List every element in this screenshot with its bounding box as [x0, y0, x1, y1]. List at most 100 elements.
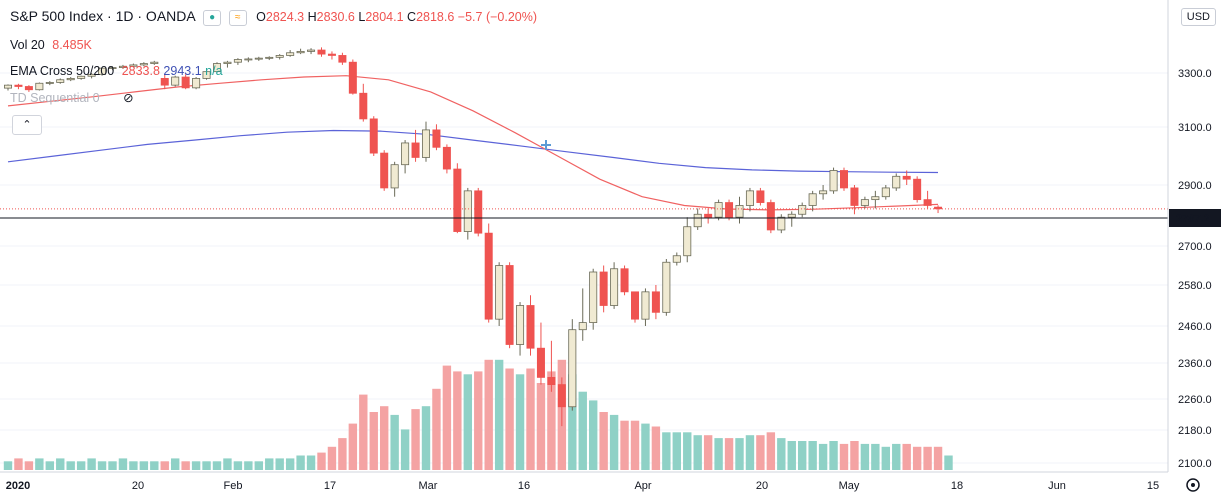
candle-body: [369, 118, 378, 154]
volume-bar: [244, 461, 253, 470]
candle-body: [578, 322, 587, 331]
candle-body: [98, 67, 107, 75]
candle-body: [725, 202, 734, 218]
candle-body: [714, 202, 723, 218]
market-status-icon[interactable]: ●: [203, 9, 222, 26]
volume-bar: [254, 461, 263, 470]
price-tick-label: 2260.0: [1178, 394, 1212, 406]
price-tick-label: 2900.0: [1178, 180, 1212, 192]
candle-body: [798, 205, 807, 215]
candle-body: [934, 206, 943, 210]
candle-body: [651, 291, 660, 313]
price-axis[interactable]: 3300.0 3100.0 2900.0 2787.2 2700.0 2580.0 2460…: [1169, 68, 1221, 470]
volume-bar: [432, 388, 441, 470]
candle-body: [359, 92, 368, 120]
time-tick-label: 17: [324, 480, 336, 492]
volume-bar: [317, 452, 326, 470]
candle-body: [693, 213, 702, 228]
time-tick-label: 15: [1147, 480, 1159, 492]
candle-body: [568, 329, 577, 408]
volume-bar: [620, 420, 629, 470]
volume-bar: [505, 368, 514, 470]
price-tick-label: 2580.0: [1178, 280, 1212, 292]
waves-icon[interactable]: ≈: [228, 9, 247, 26]
volume-bar: [45, 461, 54, 470]
symbol-title[interactable]: S&P 500 Index · 1D · OANDA: [10, 8, 196, 24]
time-tick-label: Feb: [224, 480, 243, 492]
ema-legend[interactable]: EMA Cross 50/200 2833.8 2943.1 n/a: [10, 64, 223, 78]
candles: [4, 47, 943, 427]
volume-bar: [411, 409, 420, 470]
last-price-label: 2787.2: [1176, 213, 1210, 225]
settings-gear-icon[interactable]: [1186, 478, 1200, 492]
volume-bar: [703, 435, 713, 470]
td-sequential-legend[interactable]: TD Sequential 0 ⊘: [10, 91, 134, 105]
candle-body: [745, 190, 754, 206]
candle-body: [348, 61, 357, 94]
candle-body: [840, 170, 849, 189]
volume-bar: [839, 443, 849, 470]
candle-body: [4, 84, 12, 89]
candle-body: [338, 55, 347, 63]
time-tick-label: Mar: [419, 480, 438, 492]
candle-body: [442, 146, 451, 170]
volume-bar: [76, 461, 86, 470]
volume-bar: [630, 420, 640, 470]
volume-bar: [400, 429, 410, 470]
time-tick-label: Jun: [1048, 480, 1066, 492]
time-tick-label: 2020: [6, 480, 30, 492]
candle-body: [516, 305, 525, 345]
candle-body: [495, 265, 504, 320]
candle-body: [244, 58, 253, 61]
candle-body: [860, 199, 869, 206]
candle-body: [254, 57, 263, 60]
volume-bar: [526, 368, 535, 470]
volume-bar: [421, 406, 431, 470]
volume-bar: [756, 435, 765, 470]
volume-bar: [662, 432, 671, 470]
volume-bar: [474, 371, 483, 470]
candle-body: [683, 226, 692, 257]
volume-bar: [390, 414, 399, 470]
volume-bar: [97, 461, 107, 470]
candle-body: [56, 79, 65, 83]
collapse-legend-button[interactable]: ⌃: [12, 115, 42, 135]
candle-body: [536, 347, 545, 378]
volume-bar: [693, 435, 702, 470]
currency-label[interactable]: USD: [1180, 8, 1216, 26]
volume-bar: [348, 423, 358, 470]
volume-bar: [463, 374, 472, 470]
hidden-eye-icon[interactable]: ⊘: [123, 91, 134, 105]
time-axis[interactable]: 2020 20 Feb 17 Mar 16 Apr 20 May 18 Jun 15: [6, 480, 1159, 492]
volume-bar: [568, 374, 577, 470]
volume-bar: [265, 458, 274, 470]
volume-bar: [923, 446, 932, 470]
candle-body: [171, 76, 180, 86]
volume-bar: [233, 461, 243, 470]
volume-bar: [860, 443, 870, 470]
volume-bar: [181, 461, 190, 470]
volume-bar: [787, 441, 796, 470]
volume-bar: [369, 412, 378, 470]
volume-legend[interactable]: Vol 20 8.485K: [10, 38, 92, 52]
volume-bar: [171, 458, 180, 470]
price-tick-label: 2360.0: [1178, 358, 1212, 370]
candle-body: [756, 190, 765, 203]
volume-bar: [850, 441, 859, 470]
candle-body: [850, 187, 859, 206]
volume-bar: [609, 414, 619, 470]
time-tick-label: 16: [518, 480, 530, 492]
candle-body: [453, 168, 462, 232]
candle-body: [735, 205, 744, 218]
candle-body: [589, 271, 598, 323]
volume-bar: [818, 443, 828, 470]
price-tick-label: 2700.0: [1178, 241, 1212, 253]
price-tick-label: 3100.0: [1178, 122, 1212, 134]
volume-bar: [359, 394, 368, 470]
candle-body: [118, 65, 127, 68]
time-tick-label: Apr: [634, 480, 651, 492]
candle-body: [881, 187, 890, 198]
candle-body: [432, 129, 441, 148]
volume-bar: [871, 443, 880, 470]
